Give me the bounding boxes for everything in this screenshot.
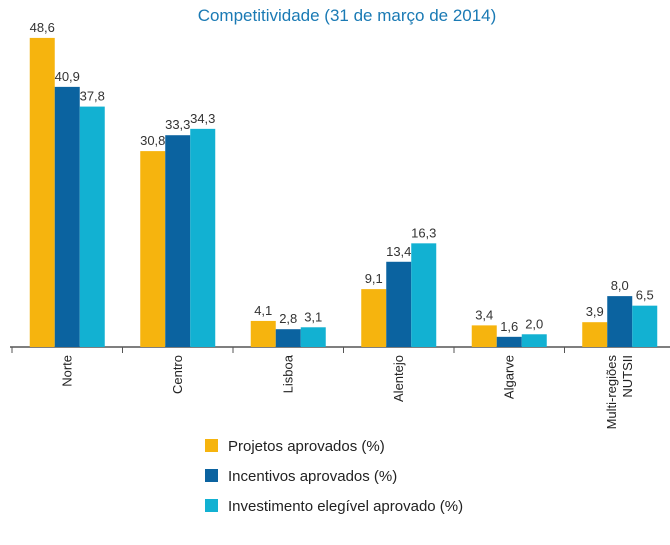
value-label: 37,8: [80, 89, 105, 104]
bar: [361, 289, 387, 347]
value-label: 9,1: [365, 271, 383, 286]
legend-label: Investimento elegível aprovado (%): [228, 498, 463, 515]
bar: [250, 320, 276, 347]
bar: [165, 135, 191, 347]
legend-swatch: [205, 439, 218, 452]
value-label: 3,9: [586, 304, 604, 319]
legend-label: Incentivos aprovados (%): [228, 468, 397, 485]
value-label: 2,0: [525, 316, 543, 331]
legend-label: Projetos aprovados (%): [228, 438, 385, 455]
x-tick-label: Centro: [170, 355, 185, 394]
bar: [607, 296, 633, 347]
x-tick-label: Lisboa: [280, 354, 295, 393]
x-tick-label: Alentejo: [391, 355, 406, 402]
value-label: 2,8: [279, 311, 297, 326]
x-tick-label: Norte: [59, 355, 74, 387]
bar: [521, 334, 547, 347]
bar: [632, 305, 658, 347]
bar: [190, 128, 216, 347]
bar: [275, 329, 301, 347]
x-tick-label: Algarve: [501, 355, 516, 399]
bar: [300, 327, 326, 347]
legend-swatch: [205, 499, 218, 512]
value-label: 6,5: [636, 288, 654, 303]
value-label: 8,0: [611, 278, 629, 293]
legend-swatch: [205, 469, 218, 482]
bar: [140, 151, 166, 347]
value-label: 34,3: [190, 111, 215, 126]
value-label: 40,9: [55, 69, 80, 84]
value-label: 13,4: [386, 244, 411, 259]
bar: [79, 106, 105, 347]
value-label: 3,1: [304, 309, 322, 324]
value-label: 30,8: [140, 133, 165, 148]
value-label: 33,3: [165, 117, 190, 132]
bar: [54, 86, 80, 347]
bar: [471, 325, 497, 347]
bar: [411, 243, 437, 347]
value-label: 3,4: [475, 307, 493, 322]
value-label: 4,1: [254, 303, 272, 318]
bar: [582, 322, 608, 347]
chart-title: Competitividade (31 de março de 2014): [198, 6, 497, 25]
bar: [29, 37, 55, 348]
bar: [386, 261, 412, 347]
value-label: 1,6: [500, 319, 518, 334]
x-tick-label: Multi-regiõesNUTSII: [604, 355, 635, 430]
value-label: 16,3: [411, 225, 436, 240]
value-label: 48,6: [30, 20, 55, 35]
bar: [496, 336, 522, 347]
